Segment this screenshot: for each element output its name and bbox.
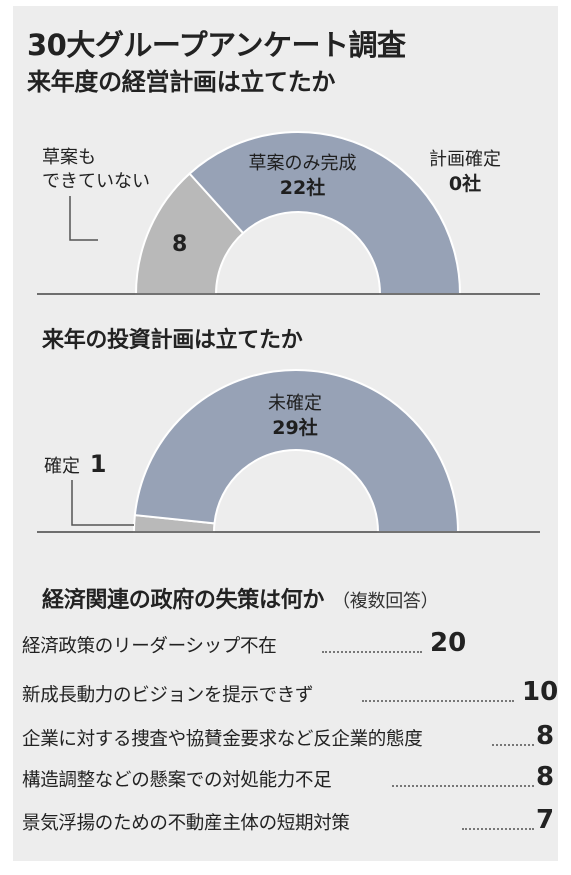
page-title: 30大グループアンケート調査 bbox=[27, 28, 406, 62]
list-item-value: 8 bbox=[536, 762, 555, 792]
chart1-title: 来年度の経営計画は立てたか bbox=[27, 68, 336, 96]
chart2-label-decided-name: 確定 bbox=[44, 456, 80, 477]
chart1-value-none: 8 bbox=[172, 232, 188, 257]
chart2-donut bbox=[132, 369, 460, 533]
list-item-leader-dots bbox=[492, 744, 534, 746]
list-item: 構造調整などの懸案での対処能力不足 8 bbox=[22, 762, 554, 796]
chart1-label-draft-name: 草案のみ完成 bbox=[248, 153, 357, 174]
list-item-value: 20 bbox=[430, 628, 467, 658]
chart1-donut bbox=[134, 131, 462, 295]
list-item-label: 経済政策のリーダーシップ不在 bbox=[22, 636, 277, 657]
list-item-leader-dots bbox=[392, 785, 534, 787]
chart1-label-none: 草案も できていない bbox=[42, 146, 150, 194]
chart2-slice-undecided bbox=[133, 369, 460, 533]
chart1-label-none-line2: できていない bbox=[42, 171, 150, 192]
chart1-label-confirmed-value: 0社 bbox=[448, 173, 482, 195]
list-item: 新成長動力のビジョンを提示できず 10 bbox=[22, 677, 558, 711]
list-item-value: 8 bbox=[536, 721, 555, 751]
list-item-leader-dots bbox=[362, 700, 514, 702]
chart1-leader-line bbox=[69, 196, 98, 241]
chart2-label-undecided: 未確定 29社 bbox=[240, 392, 350, 440]
chart2-title: 来年の投資計画は立てたか bbox=[42, 328, 303, 353]
list-item-label: 企業に対する捜査や協賛金要求など反企業的態度 bbox=[22, 729, 423, 750]
chart2-label-decided: 確定 1 bbox=[44, 452, 106, 479]
section3-title: 経済関連の政府の失策は何か （複数回答） bbox=[42, 582, 439, 614]
list-item: 景気浮揚のための不動産主体の短期対策 7 bbox=[22, 805, 554, 839]
chart1-slice-draft bbox=[188, 131, 462, 295]
chart1-label-none-line1: 草案も bbox=[42, 147, 96, 168]
list-item: 経済政策のリーダーシップ不在 20 bbox=[22, 628, 547, 662]
chart1-label-confirmed-name: 計画確定 bbox=[429, 149, 501, 170]
list-item-label: 構造調整などの懸案での対処能力不足 bbox=[22, 770, 332, 791]
chart1-label-draft-value: 22社 bbox=[279, 177, 326, 199]
section3-title-text: 経済関連の政府の失策は何か bbox=[42, 588, 325, 613]
list-item-label: 景気浮揚のための不動産主体の短期対策 bbox=[22, 813, 350, 834]
chart2-label-undecided-value: 29社 bbox=[272, 417, 318, 439]
chart2-label-decided-value: 1 bbox=[89, 450, 107, 478]
chart1-label-confirmed: 計画確定 0社 bbox=[410, 148, 520, 196]
chart2-label-undecided-name: 未確定 bbox=[268, 393, 322, 414]
chart1-label-draft: 草案のみ完成 22社 bbox=[230, 152, 375, 200]
list-item-value: 7 bbox=[536, 805, 555, 835]
section3-note: （複数回答） bbox=[332, 591, 439, 612]
list-item-value: 10 bbox=[522, 677, 559, 707]
list-item-leader-dots bbox=[322, 651, 422, 653]
list-item: 企業に対する捜査や協賛金要求など反企業的態度 8 bbox=[22, 721, 554, 755]
list-item-leader-dots bbox=[462, 828, 534, 830]
chart2-leader-line bbox=[71, 480, 134, 526]
list-item-label: 新成長動力のビジョンを提示できず bbox=[22, 685, 314, 706]
